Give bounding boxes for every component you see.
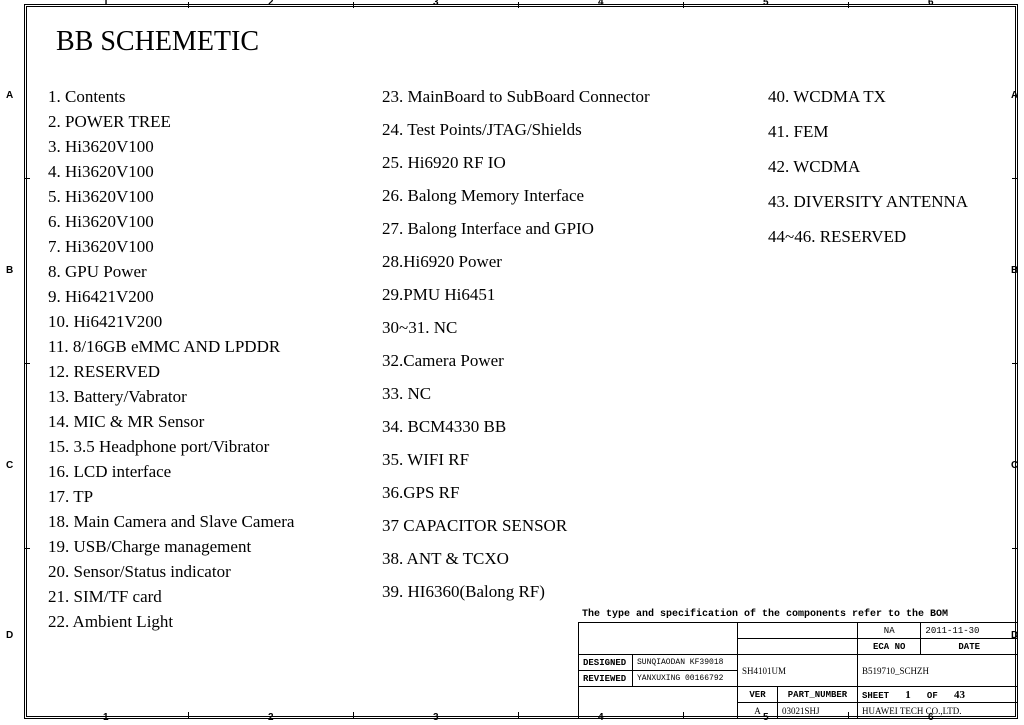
contents-column-2: 23. MainBoard to SubBoard Connector 24. T…	[382, 84, 732, 612]
title-block: The type and specification of the compon…	[578, 607, 1018, 719]
toc-item: 33. NC	[382, 381, 732, 407]
toc-item: 11. 8/16GB eMMC AND LPDDR	[48, 334, 358, 360]
toc-item: 23. MainBoard to SubBoard Connector	[382, 84, 732, 110]
grid-col-label: 4	[598, 0, 604, 8]
grid-tick	[1012, 178, 1018, 179]
toc-item: 42. WCDMA	[768, 154, 1008, 180]
contents-column-1: 1. Contents2. POWER TREE3. Hi3620V1004. …	[48, 84, 358, 634]
toc-item: 18. Main Camera and Slave Camera	[48, 509, 358, 535]
toc-item: 28.Hi6920 Power	[382, 249, 732, 275]
grid-col-label: 3	[433, 712, 439, 723]
grid-row-label: C	[6, 460, 13, 471]
grid-col-label: 6	[928, 0, 934, 8]
toc-item: 8. GPU Power	[48, 259, 358, 285]
grid-col-label: 1	[103, 0, 109, 8]
toc-item: 12. RESERVED	[48, 359, 358, 385]
toc-item: 29.PMU Hi6451	[382, 282, 732, 308]
grid-tick	[353, 2, 354, 8]
toc-item: 16. LCD interface	[48, 459, 358, 485]
part-number-value: 03021SHJ	[778, 703, 858, 719]
grid-row-label: C	[1011, 460, 1018, 471]
toc-item: 14. MIC & MR Sensor	[48, 409, 358, 435]
grid-tick	[188, 2, 189, 8]
toc-item: 40. WCDMA TX	[768, 84, 1008, 110]
grid-row-label: A	[1011, 90, 1018, 101]
ver-label: VER	[738, 687, 778, 703]
drawing-number: B519710_SCHZH	[858, 655, 1018, 687]
toc-item: 21. SIM/TF card	[48, 584, 358, 610]
toc-item: 6. Hi3620V100	[48, 209, 358, 235]
product-code: SH4101UM	[738, 655, 858, 687]
grid-col-label: 2	[268, 0, 274, 8]
grid-tick	[518, 2, 519, 8]
toc-item: 30~31. NC	[382, 315, 732, 341]
toc-item: 44~46. RESERVED	[768, 224, 1008, 250]
toc-item: 43. DIVERSITY ANTENNA	[768, 189, 1008, 215]
grid-row-label: A	[6, 90, 13, 101]
toc-item: 36.GPS RF	[382, 480, 732, 506]
grid-tick	[353, 712, 354, 718]
grid-tick	[518, 712, 519, 718]
bom-note: The type and specification of the compon…	[578, 607, 1018, 622]
toc-item: 20. Sensor/Status indicator	[48, 559, 358, 585]
toc-item: 38. ANT & TCXO	[382, 546, 732, 572]
reviewed-value: YANXUXING 00166792	[633, 671, 738, 687]
grid-row-label: B	[1011, 265, 1018, 276]
grid-tick	[24, 363, 30, 364]
toc-item: 4. Hi3620V100	[48, 159, 358, 185]
toc-item: 15. 3.5 Headphone port/Vibrator	[48, 434, 358, 460]
part-number-label: PART_NUMBER	[778, 687, 858, 703]
contents-column-3: 40. WCDMA TX 41. FEM 42. WCDMA 43. DIVERSIT…	[768, 84, 1008, 259]
grid-col-label: 3	[433, 0, 439, 8]
grid-col-label: 2	[268, 712, 274, 723]
date-value: 2011-11-30	[921, 623, 1018, 639]
toc-item: 1. Contents	[48, 84, 358, 110]
toc-item: 13. Battery/Vabrator	[48, 384, 358, 410]
toc-item: 41. FEM	[768, 119, 1008, 145]
sheet-label-cell: SHEET 1 OF 43	[858, 687, 1018, 703]
grid-tick	[1012, 363, 1018, 364]
toc-item: 25. Hi6920 RF IO	[382, 150, 732, 176]
toc-item: 39. HI6360(Balong RF)	[382, 579, 732, 605]
toc-item: 5. Hi3620V100	[48, 184, 358, 210]
date-label: DATE	[921, 639, 1018, 655]
toc-item: 24. Test Points/JTAG/Shields	[382, 117, 732, 143]
page-title: BB SCHEMETIC	[56, 26, 259, 58]
grid-col-label: 5	[763, 0, 769, 8]
grid-tick	[848, 2, 849, 8]
eca-no-label: ECA NO	[858, 639, 921, 655]
toc-item: 19. USB/Charge management	[48, 534, 358, 560]
toc-item: 22. Ambient Light	[48, 609, 358, 635]
toc-item: 9. Hi6421V200	[48, 284, 358, 310]
ver-value: A	[738, 703, 778, 719]
title-block-table: NA 2011-11-30 ECA NO DATE DESIGNED SUNQI…	[578, 622, 1018, 719]
company-name: HUAWEI TECH CO.,LTD.	[858, 703, 1018, 719]
toc-item: 10. Hi6421V200	[48, 309, 358, 335]
toc-item: 32.Camera Power	[382, 348, 732, 374]
grid-row-label: D	[6, 630, 13, 641]
toc-item: 35. WIFI RF	[382, 447, 732, 473]
toc-item: 34. BCM4330 BB	[382, 414, 732, 440]
toc-item: 27. Balong Interface and GPIO	[382, 216, 732, 242]
toc-item: 3. Hi3620V100	[48, 134, 358, 160]
grid-tick	[1012, 548, 1018, 549]
grid-tick	[683, 2, 684, 8]
toc-item: 37 CAPACITOR SENSOR	[382, 513, 732, 539]
grid-tick	[24, 548, 30, 549]
grid-col-label: 1	[103, 712, 109, 723]
toc-item: 2. POWER TREE	[48, 109, 358, 135]
grid-tick	[188, 712, 189, 718]
toc-item: 17. TP	[48, 484, 358, 510]
toc-item: 7. Hi3620V100	[48, 234, 358, 260]
grid-row-label: B	[6, 265, 13, 276]
grid-tick	[24, 178, 30, 179]
designed-label: DESIGNED	[579, 655, 633, 671]
reviewed-label: REVIEWED	[579, 671, 633, 687]
na-cell: NA	[858, 623, 921, 639]
toc-item: 26. Balong Memory Interface	[382, 183, 732, 209]
designed-value: SUNQIAODAN KF39018	[633, 655, 738, 671]
